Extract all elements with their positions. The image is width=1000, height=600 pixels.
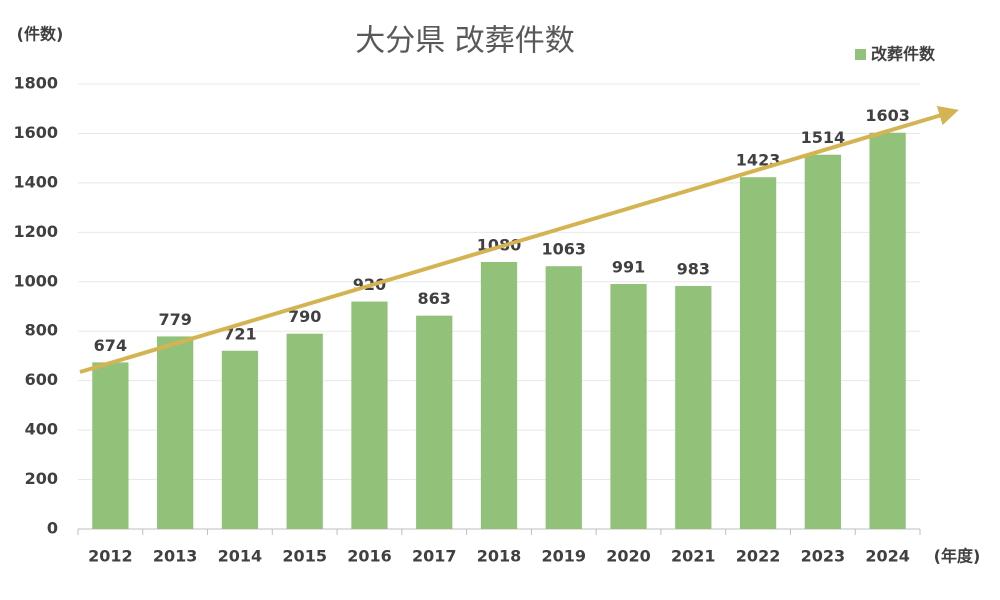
value-label: 721 — [223, 324, 256, 343]
bar — [869, 132, 906, 530]
bar — [610, 284, 647, 529]
y-tick-label: 400 — [25, 420, 58, 439]
trend-arrow — [79, 105, 959, 374]
legend-swatch — [855, 49, 866, 60]
x-tick-label: 2024 — [865, 547, 910, 566]
x-tick-label: 2019 — [542, 547, 587, 566]
x-tick-label: 2016 — [347, 547, 392, 566]
x-tick-label: 2018 — [477, 547, 522, 566]
value-label: 1603 — [865, 106, 910, 125]
bar — [286, 333, 323, 529]
bar — [92, 362, 129, 529]
x-tick-label: 2022 — [736, 547, 781, 566]
bar — [480, 262, 518, 529]
x-tick-label: 2017 — [412, 547, 457, 566]
bar — [804, 154, 841, 529]
x-tick-label: 2020 — [606, 547, 651, 566]
y-tick-label: 0 — [47, 519, 58, 538]
y-tick-label: 600 — [25, 370, 58, 389]
bar — [416, 315, 453, 529]
y-tick-label: 1600 — [13, 123, 58, 142]
y-tick-label: 200 — [25, 469, 58, 488]
bar — [739, 177, 777, 530]
bar — [675, 285, 712, 529]
y-tick-label: 1400 — [13, 172, 58, 191]
x-tick-label: 2021 — [671, 547, 716, 566]
y-tick-label: 800 — [25, 321, 58, 340]
x-axis-label: (年度) — [934, 547, 981, 566]
value-label: 1514 — [801, 128, 846, 147]
value-label: 991 — [612, 258, 645, 277]
plot-area: 0 200 400 600 800 1000 1200 1400 1600 1800 2012 201… — [13, 45, 936, 566]
x-tick-label: 2014 — [218, 547, 263, 566]
chart-title: 大分県 改葬件数 — [355, 24, 575, 59]
value-label: 790 — [288, 307, 321, 326]
x-tick-label: 2023 — [801, 547, 846, 566]
bar — [157, 336, 194, 529]
x-tick-label: 2013 — [153, 547, 198, 566]
y-tick-label: 1000 — [13, 271, 58, 290]
x-tick-label: 2012 — [88, 547, 133, 566]
y-tick-label: 1200 — [13, 222, 58, 241]
value-label: 983 — [677, 259, 710, 278]
x-tick-label: 2015 — [282, 547, 327, 566]
value-label: 779 — [158, 310, 191, 329]
bar — [351, 301, 388, 529]
value-label: 863 — [418, 289, 451, 308]
y-axis-label: (件数) — [17, 25, 64, 44]
y-tick-label: 1800 — [13, 74, 58, 93]
bar — [545, 266, 582, 529]
value-label: 1063 — [542, 240, 587, 259]
value-label: 674 — [94, 336, 127, 355]
bar — [221, 350, 259, 529]
legend-label: 改葬件数 — [871, 45, 936, 64]
